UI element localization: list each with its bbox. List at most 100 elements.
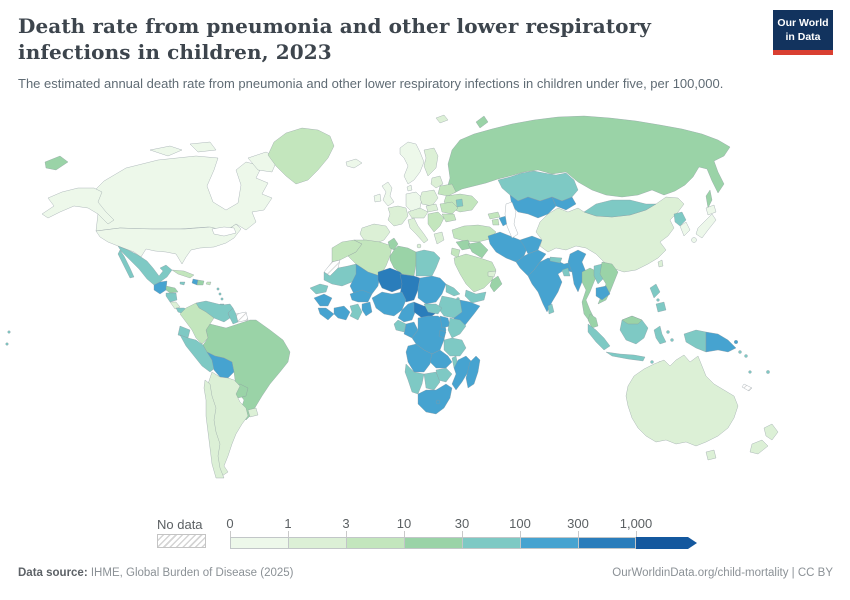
country-malaysia-borneo[interactable]	[621, 315, 643, 325]
island-java[interactable]	[605, 351, 646, 362]
country-belarus[interactable]	[437, 183, 457, 197]
country-bolivia[interactable]	[206, 351, 235, 379]
country-mozambique[interactable]	[451, 355, 473, 391]
world-map[interactable]	[0, 100, 850, 512]
islands-lesser-antilles[interactable]	[216, 287, 220, 291]
legend-bin-1–3[interactable]	[288, 537, 346, 549]
islands-vanuatu[interactable]	[748, 370, 752, 374]
legend-bin-0–1[interactable]	[230, 537, 288, 549]
country-ivory-coast[interactable]	[333, 305, 351, 321]
country-mongolia[interactable]	[583, 199, 657, 218]
island-novaya-zemlya[interactable]	[475, 115, 489, 129]
island-new-caledonia[interactable]	[741, 383, 753, 392]
world-map-svg[interactable]	[0, 100, 850, 512]
island-sicily[interactable]	[416, 243, 422, 249]
country-costa-rica[interactable]	[169, 301, 181, 310]
region-gabon-eq-guinea[interactable]	[393, 319, 407, 333]
owid-cc-link[interactable]: OurWorldinData.org/child-mortality | CC …	[612, 567, 833, 579]
islands-pacific[interactable]	[5, 342, 9, 346]
country-yemen[interactable]	[464, 289, 487, 304]
region-spain-portugal[interactable]	[359, 223, 391, 245]
country-jamaica[interactable]	[179, 281, 186, 286]
island-sakhalin[interactable]	[705, 189, 713, 209]
island-arctic-2[interactable]	[189, 141, 217, 153]
country-tanzania[interactable]	[443, 337, 467, 357]
region-czech-austria[interactable]	[407, 207, 429, 219]
country-taiwan[interactable]	[657, 259, 664, 268]
country-chile[interactable]	[203, 379, 225, 479]
country-botswana[interactable]	[423, 371, 441, 391]
country-senegal[interactable]	[309, 283, 329, 295]
legend-bin-10–30[interactable]	[404, 537, 462, 549]
islands-lesser-antilles[interactable]	[218, 292, 222, 296]
country-suriname[interactable]	[235, 311, 249, 323]
country-finland[interactable]	[423, 147, 439, 177]
country-tunisia[interactable]	[387, 237, 399, 251]
country-france[interactable]	[387, 205, 409, 227]
island-mindanao[interactable]	[655, 301, 667, 313]
region-sierra-leone-liberia[interactable]	[317, 307, 335, 321]
island-sumatra[interactable]	[587, 323, 611, 351]
country-lesotho[interactable]	[435, 399, 441, 405]
country-puerto-rico[interactable]	[205, 281, 212, 286]
legend-bin-100–300[interactable]	[520, 537, 578, 549]
country-nicaragua[interactable]	[165, 292, 178, 303]
country-iceland[interactable]	[345, 158, 363, 169]
region-togo-benin[interactable]	[361, 301, 373, 317]
country-nepal[interactable]	[549, 256, 563, 264]
island-moluccas[interactable]	[666, 330, 670, 334]
islands-pacific[interactable]	[7, 330, 11, 334]
country-usa-alaska[interactable]	[41, 187, 115, 225]
country-bulgaria[interactable]	[441, 213, 457, 223]
island-tasmania[interactable]	[705, 449, 717, 461]
country-ireland[interactable]	[373, 193, 382, 203]
island-sulawesi[interactable]	[653, 325, 667, 345]
island-svalbard[interactable]	[435, 114, 449, 124]
country-honduras[interactable]	[165, 285, 179, 294]
island-nz-south[interactable]	[749, 439, 769, 455]
country-papua-new-guinea[interactable]	[705, 331, 737, 353]
island-kyushu[interactable]	[691, 237, 697, 243]
country-dominican-republic[interactable]	[196, 279, 205, 286]
region-kyrgyzstan-tajikistan[interactable]	[551, 196, 577, 211]
country-guinea[interactable]	[313, 293, 333, 307]
country-oman[interactable]	[489, 275, 503, 293]
legend-no-data-swatch[interactable]	[157, 534, 206, 548]
country-russia[interactable]	[445, 115, 731, 198]
country-cuba[interactable]	[171, 269, 195, 279]
country-cameroon[interactable]	[397, 301, 417, 323]
country-south-sudan[interactable]	[423, 303, 443, 315]
country-mexico-baja[interactable]	[117, 249, 135, 279]
country-uruguay[interactable]	[247, 407, 259, 418]
owid-logo[interactable]: Our World in Data	[773, 10, 833, 56]
country-georgia[interactable]	[487, 211, 501, 220]
region-uae-qatar[interactable]	[487, 270, 497, 278]
region-rwanda-burundi[interactable]	[438, 329, 447, 339]
country-kenya[interactable]	[447, 317, 467, 339]
country-north-korea[interactable]	[673, 211, 687, 227]
legend-bin-30–100[interactable]	[462, 537, 520, 549]
region-balkans[interactable]	[427, 211, 445, 233]
country-russia-chukotka[interactable]	[44, 155, 69, 171]
country-greenland[interactable]	[267, 127, 335, 185]
legend-color-bar[interactable]	[230, 537, 697, 549]
island-visayas[interactable]	[656, 298, 660, 302]
country-iraq[interactable]	[467, 241, 489, 259]
country-mexico[interactable]	[117, 245, 173, 286]
island-arctic-1[interactable]	[149, 145, 183, 157]
legend-bin-300–1,000[interactable]	[578, 537, 636, 549]
country-ghana[interactable]	[349, 303, 363, 321]
country-south-korea[interactable]	[679, 221, 691, 237]
country-chad[interactable]	[399, 273, 421, 303]
islands-solomon[interactable]	[738, 350, 742, 354]
country-bangladesh[interactable]	[561, 267, 571, 277]
country-italy[interactable]	[407, 217, 429, 244]
country-nigeria[interactable]	[371, 291, 407, 317]
region-uzbekistan-turkmenistan[interactable]	[509, 194, 557, 219]
country-angola[interactable]	[405, 343, 433, 373]
country-madagascar[interactable]	[465, 355, 481, 389]
country-ecuador[interactable]	[177, 325, 191, 339]
country-romania[interactable]	[439, 201, 459, 215]
island-moluccas[interactable]	[670, 338, 674, 342]
country-hungary[interactable]	[425, 203, 439, 213]
